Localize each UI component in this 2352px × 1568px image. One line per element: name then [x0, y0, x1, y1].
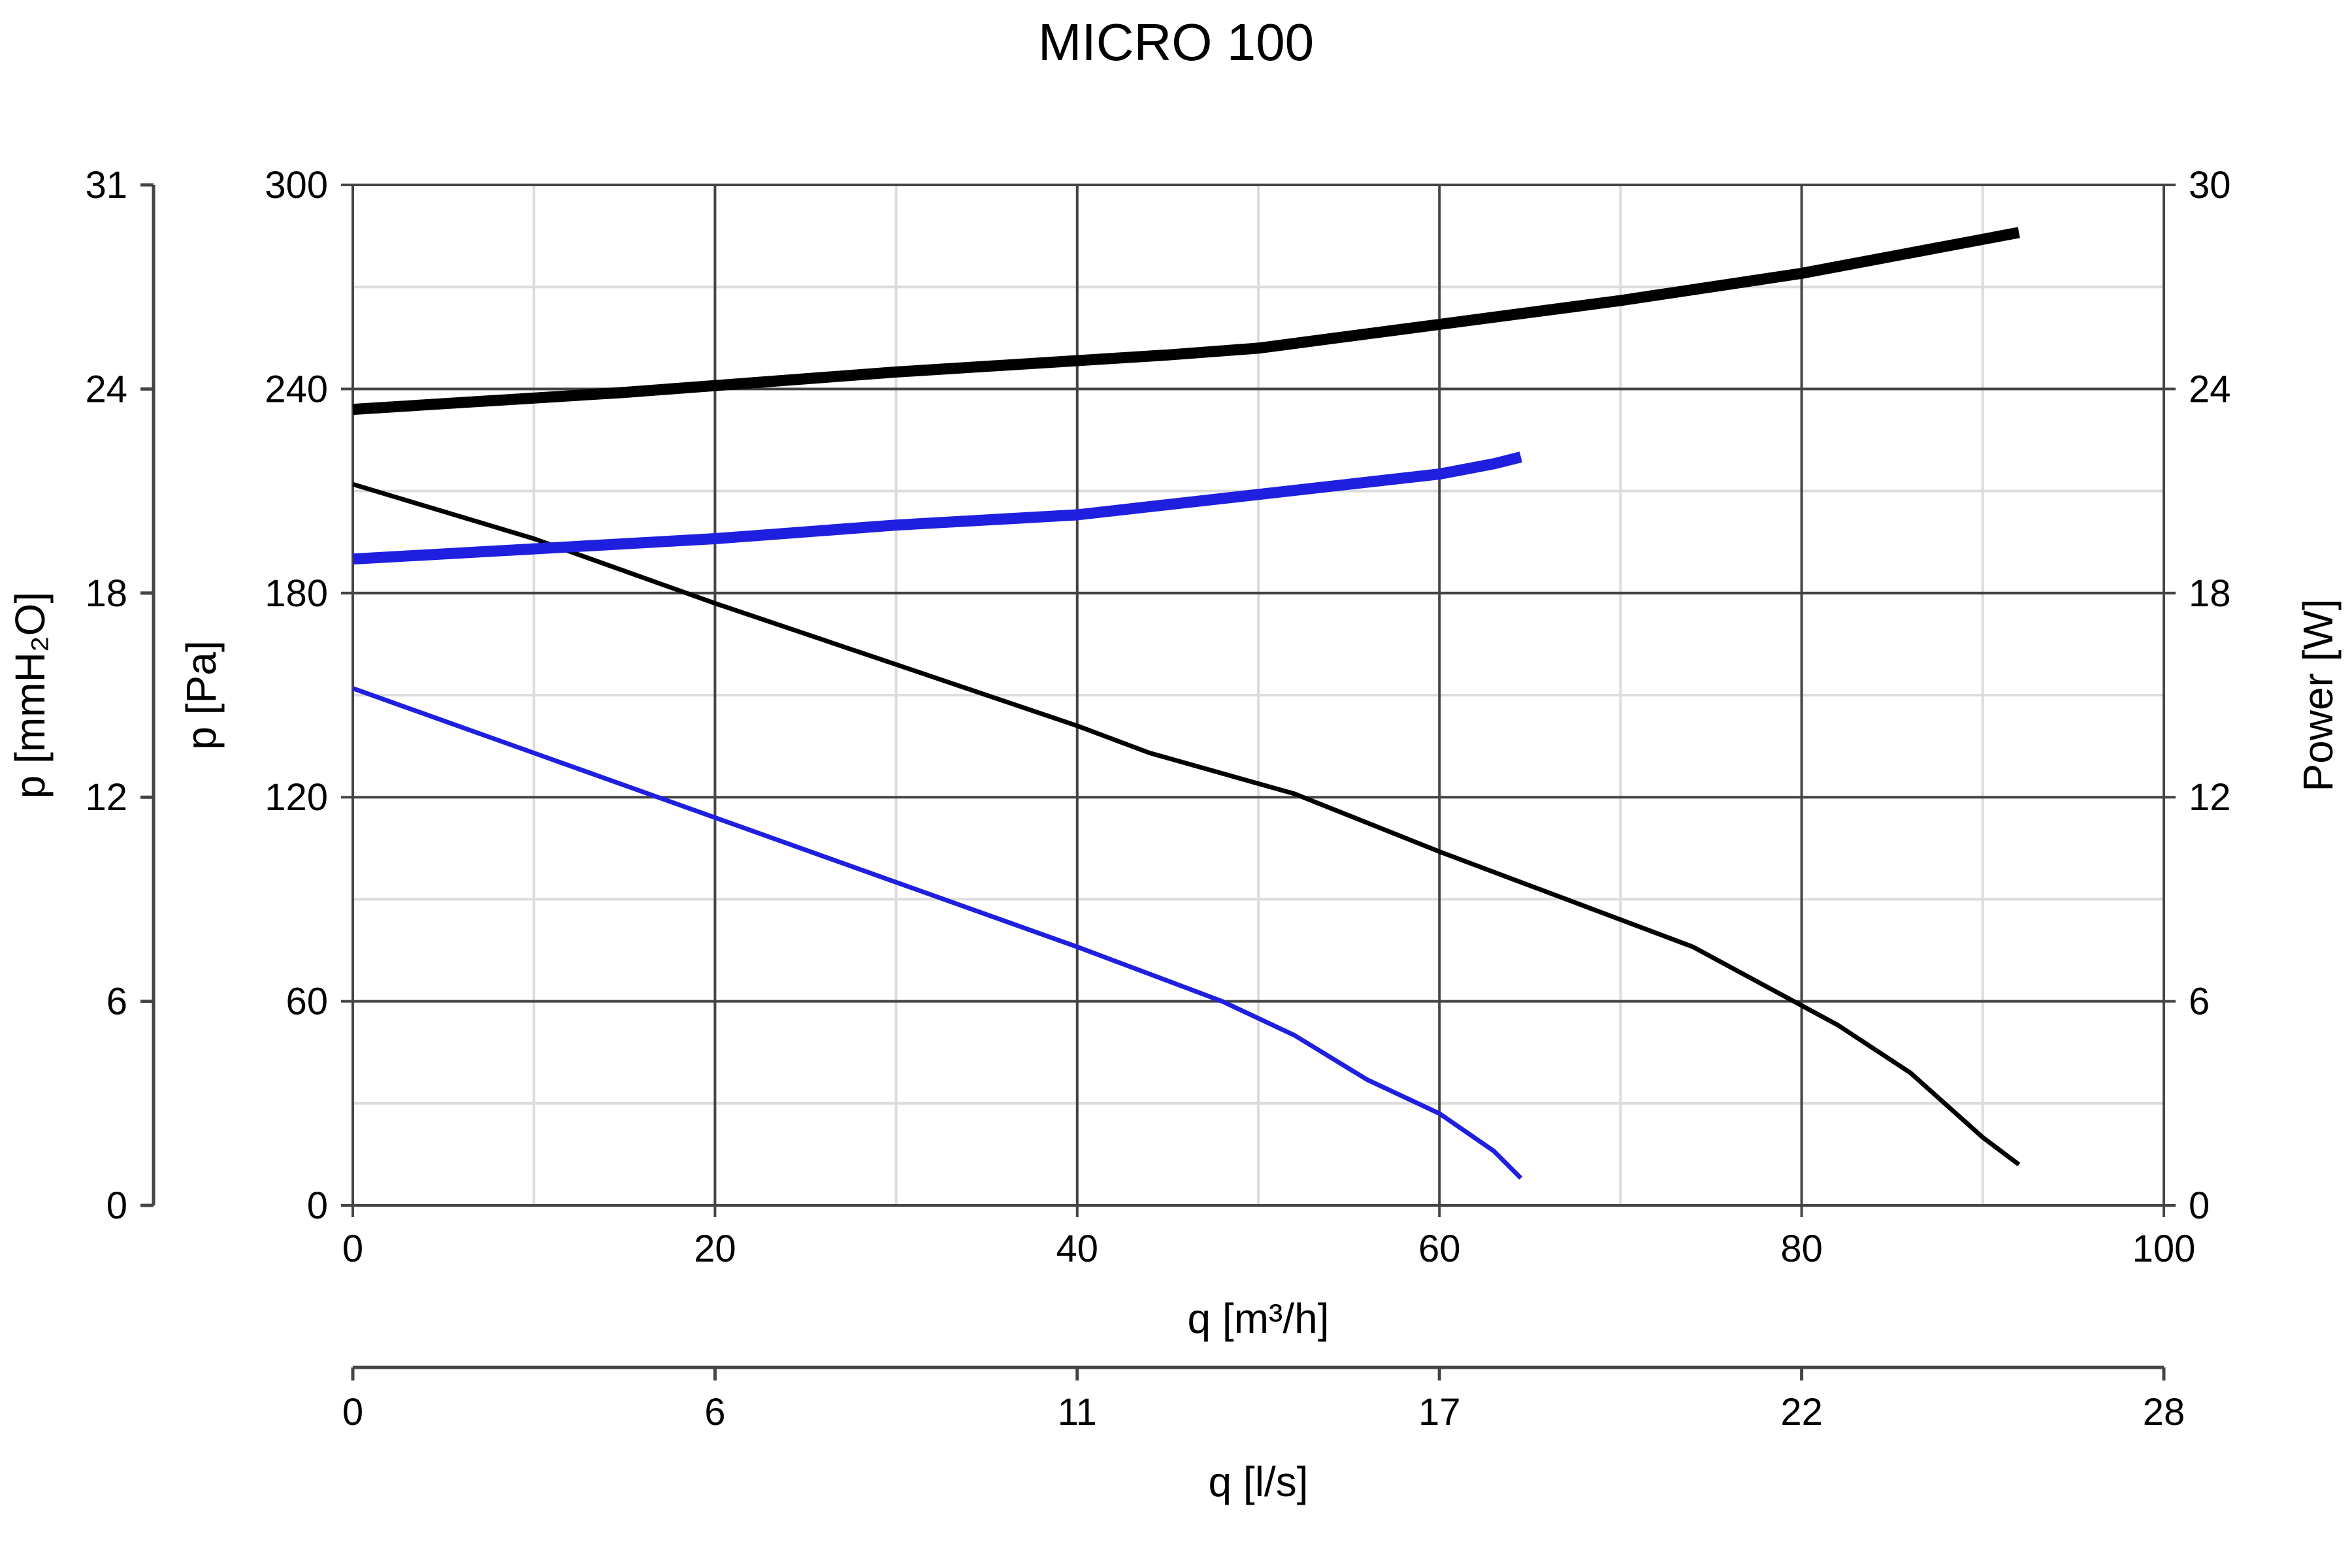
- x-tick-label: 60: [1418, 1228, 1461, 1270]
- x-tick-label: 100: [2132, 1228, 2196, 1270]
- x2-tick-label: 0: [342, 1391, 363, 1433]
- y-right-tick-label: 6: [2189, 981, 2210, 1023]
- y-right-tick-label: 30: [2189, 164, 2231, 206]
- y-outer-tick-label: 12: [85, 776, 127, 819]
- x2-tick-label: 22: [1780, 1391, 1823, 1433]
- y-tick-label: 180: [265, 572, 328, 615]
- y-tick-label: 120: [265, 776, 328, 819]
- x2-tick-label: 28: [2143, 1391, 2185, 1433]
- x2-tick-label: 17: [1418, 1391, 1461, 1433]
- y-axis-label: p [Pa]: [178, 640, 225, 749]
- y-outer-axis-label: p [mmH₂O]: [7, 592, 54, 798]
- x2-tick-label: 11: [1058, 1391, 1097, 1433]
- y-right-tick-label: 0: [2189, 1184, 2210, 1227]
- y-right-tick-label: 24: [2189, 368, 2231, 410]
- x2-tick-label: 6: [704, 1391, 725, 1433]
- x-tick-label: 40: [1056, 1228, 1099, 1270]
- series-line-pressure-high: [351, 482, 2021, 1167]
- y-tick-label: 0: [307, 1184, 328, 1227]
- y-tick-label: 300: [265, 164, 328, 206]
- y-outer-tick-label: 0: [106, 1184, 127, 1227]
- y-outer-tick-label: 18: [85, 572, 127, 615]
- x-axis-label: q [m³/h]: [1188, 1295, 1330, 1342]
- y-outer-tick-label: 31: [85, 164, 127, 206]
- y-right-tick-label: 18: [2189, 572, 2231, 615]
- x-tick-label: 0: [342, 1228, 363, 1270]
- series-layer: [351, 227, 2021, 1180]
- grid: [351, 184, 2165, 1207]
- y-tick-label: 240: [265, 368, 328, 410]
- x2-axis-label: q [l/s]: [1209, 1458, 1309, 1505]
- y-right-axis-label: Power [W]: [2295, 598, 2342, 791]
- series-line-power-low: [352, 451, 1522, 565]
- y-right-tick-label: 12: [2189, 776, 2231, 819]
- series-line-pressure-low: [351, 686, 1523, 1180]
- chart-title: MICRO 100: [1038, 13, 1314, 71]
- series-line-power-high: [352, 227, 2020, 416]
- y-outer-tick-label: 6: [106, 981, 127, 1023]
- x-tick-label: 80: [1780, 1228, 1823, 1270]
- y-tick-label: 60: [286, 981, 328, 1023]
- x-tick-label: 20: [694, 1228, 736, 1270]
- y-outer-tick-label: 24: [85, 368, 127, 410]
